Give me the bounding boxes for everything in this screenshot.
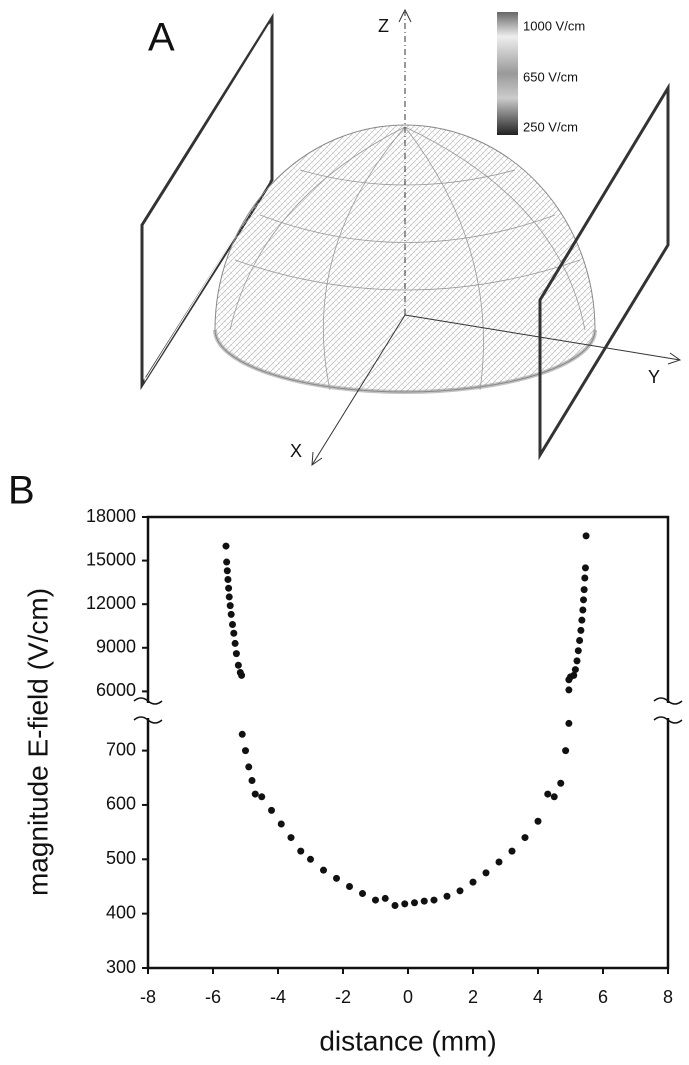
data-point — [230, 630, 237, 637]
data-point — [580, 596, 587, 603]
data-point — [522, 834, 529, 841]
data-point — [565, 720, 572, 727]
data-point — [392, 902, 399, 909]
data-point — [227, 602, 234, 609]
data-point — [225, 585, 232, 592]
x-tick-label: -6 — [205, 987, 221, 1007]
data-point — [223, 543, 230, 550]
y-tick-label: 12000 — [86, 593, 136, 613]
y-tick-label: 500 — [106, 848, 136, 868]
x-tick-label: -2 — [335, 987, 351, 1007]
colorbar — [497, 12, 518, 135]
data-point — [245, 763, 252, 770]
data-point — [242, 747, 249, 754]
data-point — [229, 621, 236, 628]
y-tick-label: 9000 — [96, 637, 136, 657]
data-point — [431, 897, 438, 904]
data-point — [401, 900, 408, 907]
y-tick-label: 6000 — [96, 680, 136, 700]
x-tick-label: -4 — [270, 987, 286, 1007]
legend-label: 250 V/cm — [523, 119, 578, 134]
data-point — [576, 637, 583, 644]
data-point — [562, 747, 569, 754]
data-point — [233, 650, 240, 657]
x-tick-label: -8 — [140, 987, 156, 1007]
data-point — [551, 793, 558, 800]
data-point — [297, 848, 304, 855]
data-point — [238, 672, 245, 679]
data-point — [224, 567, 231, 574]
data-point — [535, 818, 542, 825]
legend-label: 1000 V/cm — [523, 18, 585, 33]
x-tick-label: 6 — [598, 987, 608, 1007]
data-point — [574, 657, 581, 664]
panel-label: A — [148, 16, 175, 60]
data-point — [307, 856, 314, 863]
data-point — [579, 607, 586, 614]
y-tick-label: 700 — [106, 739, 136, 759]
data-point — [320, 867, 327, 874]
y-tick-label: 18000 — [86, 506, 136, 526]
data-point — [577, 627, 584, 634]
data-point — [278, 820, 285, 827]
data-point — [557, 780, 564, 787]
y-label: Y — [648, 367, 660, 387]
x-label: X — [290, 441, 302, 461]
data-point — [578, 617, 585, 624]
data-point — [235, 662, 242, 669]
y-axis-label: magnitude E-field (V/cm) — [22, 588, 53, 896]
data-point — [483, 869, 490, 876]
data-point — [224, 576, 231, 583]
data-point — [509, 848, 516, 855]
data-point — [565, 686, 572, 693]
panel-b: B distance (mm) magnitude E-field (V/cm)… — [8, 469, 682, 1057]
y-tick-label: 300 — [106, 957, 136, 977]
z-label: Z — [378, 16, 389, 36]
axis-break — [654, 698, 682, 723]
data-point — [252, 791, 259, 798]
x-tick-label: 2 — [468, 987, 478, 1007]
data-point — [372, 897, 379, 904]
data-point — [249, 777, 256, 784]
panel-label: B — [8, 469, 35, 513]
data-point — [411, 899, 418, 906]
data-point — [496, 859, 503, 866]
panel-a: A Z Y X 1000 V/cm 650 V/cm 250 V/cm — [142, 10, 680, 465]
axis-break — [134, 698, 162, 723]
data-point — [575, 647, 582, 654]
data-point — [258, 793, 265, 800]
data-point — [470, 879, 477, 886]
data-point — [333, 875, 340, 882]
data-point — [544, 791, 551, 798]
data-point — [268, 807, 275, 814]
x-tick-label: 4 — [533, 987, 543, 1007]
data-point — [226, 593, 233, 600]
data-point — [239, 731, 246, 738]
data-point — [421, 898, 428, 905]
data-point — [382, 895, 389, 902]
data-point — [582, 564, 589, 571]
plot-frame — [148, 718, 668, 968]
data-point — [565, 676, 572, 683]
y-tick-label: 15000 — [86, 549, 136, 569]
y-tick-label: 600 — [106, 794, 136, 814]
x-axis-label: distance (mm) — [319, 1025, 496, 1056]
data-point — [457, 887, 464, 894]
data-point — [581, 586, 588, 593]
legend-label: 650 V/cm — [523, 69, 578, 84]
data-point — [583, 532, 590, 539]
data-point — [359, 890, 366, 897]
data-point — [228, 611, 235, 618]
data-point — [444, 893, 451, 900]
data-point — [581, 575, 588, 582]
figure: A Z Y X 1000 V/cm 650 V/cm 250 V/cm B di… — [0, 0, 689, 1065]
data-point — [232, 640, 239, 647]
data-point — [346, 883, 353, 890]
y-tick-label: 400 — [106, 902, 136, 922]
x-tick-label: 0 — [403, 987, 413, 1007]
data-point — [288, 834, 295, 841]
data-point — [223, 559, 230, 566]
x-tick-label: 8 — [663, 987, 673, 1007]
